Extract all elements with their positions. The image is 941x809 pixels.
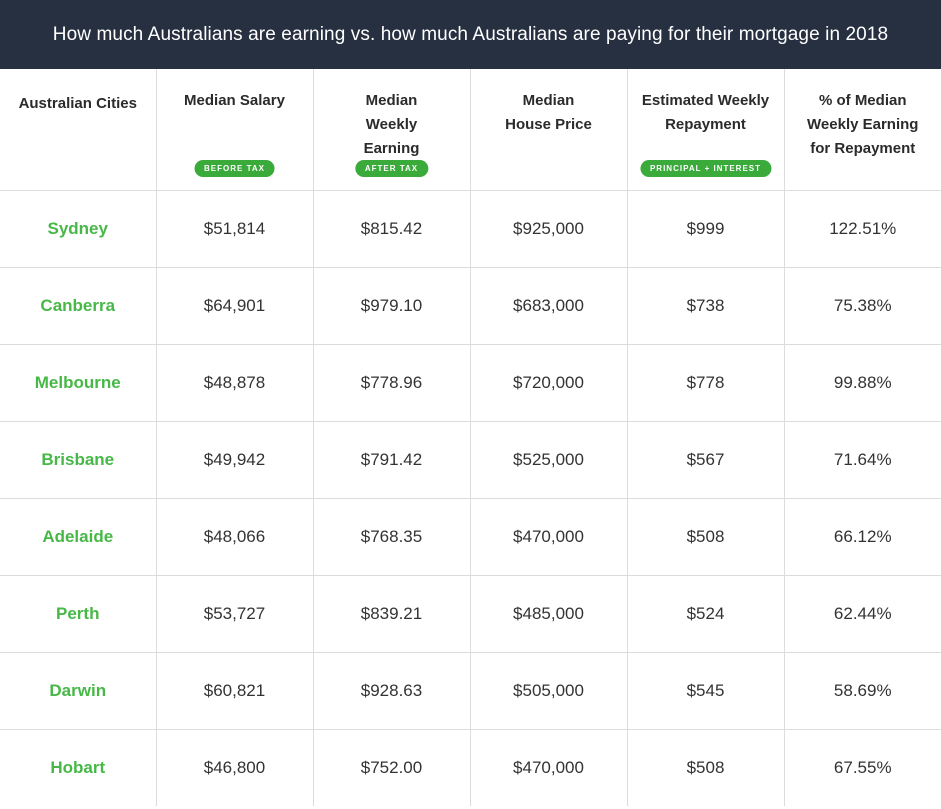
median-salary-cell: $48,066 xyxy=(156,498,314,576)
table-row: Perth $53,727 $839.21 $485,000 $524 62.4… xyxy=(0,575,941,653)
median-salary-cell: $46,800 xyxy=(156,729,314,806)
house-price-cell: $525,000 xyxy=(470,421,628,499)
median-salary-cell: $53,727 xyxy=(156,575,314,653)
city-name: Adelaide xyxy=(0,498,157,576)
before-tax-badge: BEFORE TAX xyxy=(194,160,275,177)
median-salary-cell: $64,901 xyxy=(156,267,314,345)
column-header-label: Australian Cities xyxy=(18,95,137,112)
house-price-cell: $925,000 xyxy=(470,190,628,268)
table-row: Darwin $60,821 $928.63 $505,000 $545 58.… xyxy=(0,652,941,730)
table-row: Adelaide $48,066 $768.35 $470,000 $508 6… xyxy=(0,498,941,576)
table-row: Brisbane $49,942 $791.42 $525,000 $567 7… xyxy=(0,421,941,499)
table-row: Sydney $51,814 $815.42 $925,000 $999 122… xyxy=(0,190,941,268)
weekly-earning-cell: $791.42 xyxy=(313,421,471,499)
house-price-cell: $720,000 xyxy=(470,344,628,422)
median-salary-cell: $48,878 xyxy=(156,344,314,422)
weekly-earning-cell: $815.42 xyxy=(313,190,471,268)
after-tax-badge: AFTER TAX xyxy=(354,160,429,177)
city-name: Darwin xyxy=(0,652,157,730)
house-price-cell: $683,000 xyxy=(470,267,628,345)
weekly-repayment-cell: $508 xyxy=(627,729,785,806)
page-title: How much Australians are earning vs. how… xyxy=(0,0,941,69)
column-header-weekly-earning: Median Weekly Earning AFTER TAX xyxy=(313,69,471,191)
repayment-percent-cell: 99.88% xyxy=(784,344,941,422)
weekly-earning-cell: $979.10 xyxy=(313,267,471,345)
house-price-cell: $505,000 xyxy=(470,652,628,730)
weekly-repayment-cell: $508 xyxy=(627,498,785,576)
median-salary-cell: $60,821 xyxy=(156,652,314,730)
column-header-repayment-percent: % of Median Weekly Earning for Repayment xyxy=(784,69,941,191)
weekly-repayment-cell: $545 xyxy=(627,652,785,730)
repayment-percent-cell: 75.38% xyxy=(784,267,941,345)
city-name: Sydney xyxy=(0,190,157,268)
table-row: Canberra $64,901 $979.10 $683,000 $738 7… xyxy=(0,267,941,345)
repayment-percent-cell: 71.64% xyxy=(784,421,941,499)
repayment-percent-cell: 67.55% xyxy=(833,758,892,777)
column-header-cities: Australian Cities xyxy=(0,69,157,191)
median-salary-cell: $49,942 xyxy=(156,421,314,499)
table-row: Hobart $46,800 $752.00 $470,000 $508 67.… xyxy=(0,729,941,806)
table-row: Melbourne $48,878 $778.96 $720,000 $778 … xyxy=(0,344,941,422)
median-salary-cell: $51,814 xyxy=(156,190,314,268)
city-name: Perth xyxy=(0,575,157,653)
principal-interest-badge: PRINCIPAL + INTEREST xyxy=(639,160,772,177)
repayment-percent-cell: 122.51% xyxy=(784,190,941,268)
city-name: Hobart xyxy=(0,729,157,806)
weekly-earning-cell: $839.21 xyxy=(313,575,471,653)
column-header-label: Median Salary xyxy=(184,92,285,109)
weekly-earning-cell: $778.96 xyxy=(313,344,471,422)
earnings-table: Australian Cities Median Salary BEFORE T… xyxy=(0,69,941,806)
house-price-cell: $470,000 xyxy=(470,729,628,806)
house-price-cell: $485,000 xyxy=(470,575,628,653)
column-header-median-salary: Median Salary BEFORE TAX xyxy=(156,69,314,191)
city-name: Brisbane xyxy=(0,421,157,499)
repayment-percent-cell: 66.12% xyxy=(784,498,941,576)
weekly-repayment-cell: $999 xyxy=(627,190,785,268)
column-header-label: % of Median Weekly Earning for Repayment xyxy=(807,92,919,157)
column-header-label: Median House Price xyxy=(505,92,592,133)
column-header-weekly-repayment: Estimated Weekly Repayment PRINCIPAL + I… xyxy=(627,69,785,191)
city-name: Canberra xyxy=(0,267,157,345)
weekly-repayment-cell: $738 xyxy=(627,267,785,345)
city-name: Melbourne xyxy=(0,344,157,422)
column-header-label: Median Weekly Earning xyxy=(363,92,420,157)
weekly-earning-cell: $768.35 xyxy=(313,498,471,576)
column-header-house-price: Median House Price xyxy=(470,69,628,191)
weekly-repayment-cell: $567 xyxy=(627,421,785,499)
weekly-repayment-cell: $524 xyxy=(627,575,785,653)
column-header-label: Estimated Weekly Repayment xyxy=(641,92,770,133)
repayment-percent-cell: 62.44% xyxy=(784,575,941,653)
house-price-cell: $470,000 xyxy=(470,498,628,576)
weekly-repayment-cell: $778 xyxy=(627,344,785,422)
weekly-earning-cell: $752.00 xyxy=(313,729,471,806)
weekly-earning-cell: $928.63 xyxy=(313,652,471,730)
repayment-percent-cell: 58.69% xyxy=(784,652,941,730)
table-header-row: Australian Cities Median Salary BEFORE T… xyxy=(0,69,941,191)
